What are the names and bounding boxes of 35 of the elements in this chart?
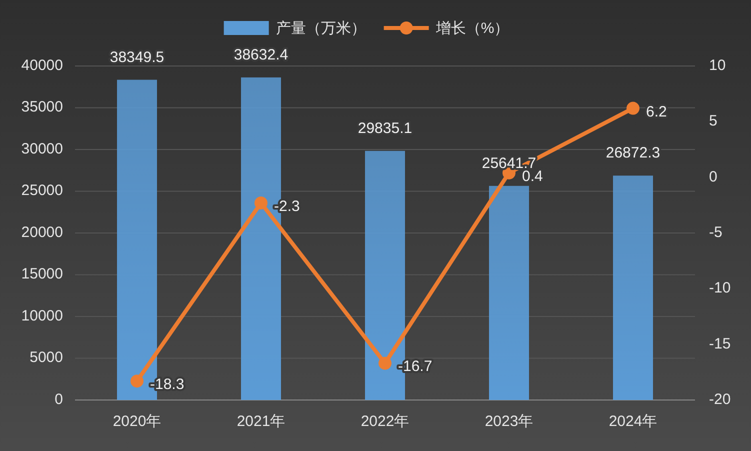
- y2-tick-label: -15: [709, 335, 731, 352]
- point: [626, 102, 640, 115]
- y2-tick-label: 10: [709, 56, 726, 74]
- point: [254, 196, 268, 210]
- bar: [613, 176, 653, 400]
- y-tick-label: 40000: [21, 56, 63, 74]
- y-tick-label: 10000: [21, 307, 63, 324]
- data-label: 26872.3: [606, 144, 660, 162]
- x-tick-label: 2021年: [236, 412, 286, 430]
- x-tick-label: 2022年: [360, 412, 410, 430]
- legend-label: 产量（万米）: [276, 20, 366, 37]
- y2-tick-label: 5: [709, 112, 718, 130]
- y-tick-label: 5000: [30, 349, 63, 366]
- x-tick-label: 2023年: [484, 412, 534, 430]
- y-tick-label: 15000: [21, 266, 63, 283]
- data-label: 38349.5: [110, 48, 164, 66]
- y2-tick-label: -20: [709, 390, 731, 408]
- y2-tick-label: -5: [709, 224, 722, 241]
- y-tick-label: 30000: [21, 140, 63, 158]
- point: [378, 356, 392, 370]
- bar: [489, 186, 529, 400]
- y-tick-label: 20000: [21, 224, 63, 241]
- y2-tick-label: -10: [709, 280, 731, 297]
- y-tick-label: 25000: [21, 182, 63, 200]
- data-label: 6.2: [646, 103, 667, 120]
- x-tick-label: 2024年: [608, 412, 658, 430]
- point: [130, 374, 144, 388]
- y-tick-label: 0: [54, 390, 63, 408]
- x-tick-label: 2020年: [112, 412, 162, 430]
- data-label: 38632.4: [234, 46, 288, 64]
- legend-label: 增长（%）: [434, 20, 510, 37]
- data-label: 0.4: [522, 168, 543, 185]
- y2-tick-label: 0: [709, 168, 718, 186]
- y-tick-label: 35000: [21, 98, 63, 116]
- data-label: 29835.1: [358, 120, 412, 137]
